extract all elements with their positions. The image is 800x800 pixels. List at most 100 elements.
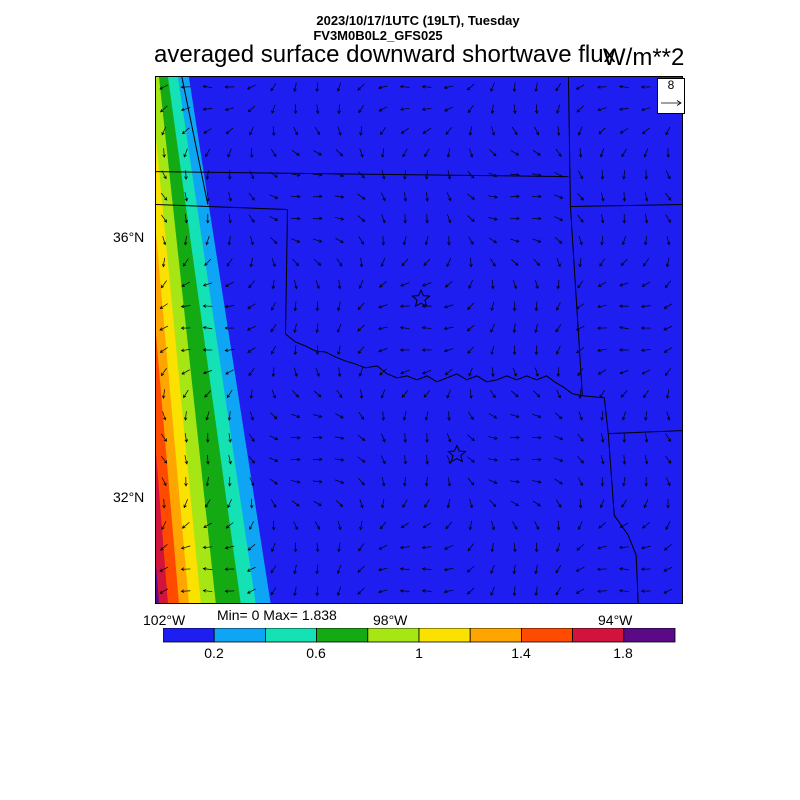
wind-arrow xyxy=(183,235,188,246)
wind-arrow xyxy=(271,520,276,531)
wind-arrow xyxy=(468,411,474,421)
wind-arrow xyxy=(665,170,671,180)
wind-arrow xyxy=(203,522,212,528)
wind-arrow xyxy=(315,542,320,553)
wind-arrow xyxy=(576,543,585,551)
wind-arrow xyxy=(180,567,191,571)
wind-arrow xyxy=(556,301,561,311)
wind-arrow xyxy=(532,238,542,243)
wind-arrow xyxy=(597,589,607,593)
wind-arrow xyxy=(336,323,342,333)
wind-arrow xyxy=(380,455,386,465)
wind-arrow xyxy=(554,412,563,420)
wind-arrow xyxy=(534,82,538,93)
wind-arrow xyxy=(162,148,166,158)
wind-arrow xyxy=(621,235,626,246)
wind-arrow xyxy=(467,215,475,222)
wind-arrow xyxy=(181,127,190,135)
wind-arrow xyxy=(664,544,672,551)
vector-reference-box xyxy=(657,78,685,114)
wind-arrow xyxy=(643,258,650,267)
wind-arrow xyxy=(556,104,561,114)
wind-arrow xyxy=(293,521,298,531)
wind-arrow xyxy=(447,477,452,487)
wind-arrow xyxy=(597,304,607,309)
wind-arrow xyxy=(271,301,276,311)
wind-arrow xyxy=(381,433,386,443)
wind-arrow xyxy=(270,499,277,508)
wind-arrow xyxy=(271,257,276,268)
colorbar-swatch xyxy=(163,628,215,643)
wind-arrow xyxy=(162,498,166,509)
wind-arrow xyxy=(641,107,651,112)
wind-arrow xyxy=(555,82,562,92)
wind-arrow xyxy=(357,456,366,463)
wind-arrow xyxy=(619,304,629,308)
wind-arrow xyxy=(577,280,584,289)
wind-arrow xyxy=(202,545,213,550)
wind-arrow xyxy=(622,170,626,180)
wind-arrow xyxy=(359,257,364,268)
wind-arrow xyxy=(400,369,410,375)
wind-arrow xyxy=(161,521,167,531)
wind-arrow xyxy=(336,82,342,92)
wind-arrow xyxy=(534,542,539,553)
wind-arrow xyxy=(510,500,520,507)
dallas-star xyxy=(447,444,467,463)
wind-arrow xyxy=(162,235,167,246)
wind-arrow xyxy=(597,567,607,571)
wind-arrow xyxy=(577,192,584,201)
wind-arrow xyxy=(205,235,210,246)
wind-arrow xyxy=(490,542,495,553)
wind-arrow xyxy=(334,479,345,484)
wind-arrow xyxy=(447,170,452,180)
wind-arrow xyxy=(665,126,671,136)
wind-arrow xyxy=(270,237,278,244)
wind-arrow xyxy=(663,347,673,353)
wind-arrow xyxy=(315,104,320,115)
wind-arrow xyxy=(468,236,474,245)
wind-arrow xyxy=(665,257,670,268)
wind-arrow xyxy=(358,367,364,377)
wind-arrow xyxy=(184,455,189,465)
wind-arrow xyxy=(247,84,256,90)
wind-arrow xyxy=(555,324,562,333)
wind-arrow xyxy=(600,170,605,180)
wind-arrow xyxy=(644,476,648,487)
wind-arrow xyxy=(469,499,474,509)
wind-arrow xyxy=(271,345,276,355)
wind-arrow xyxy=(618,589,629,593)
wind-arrow xyxy=(224,326,235,330)
wind-arrow xyxy=(271,279,276,290)
wind-arrow xyxy=(226,258,233,267)
wind-arrow xyxy=(314,521,321,530)
wind-arrow xyxy=(181,369,190,375)
wind-arrow xyxy=(424,411,429,421)
wind-arrow xyxy=(248,192,255,201)
wind-arrow xyxy=(425,192,429,202)
wind-arrow xyxy=(202,84,213,89)
wind-arrow xyxy=(227,499,232,509)
wind-arrow xyxy=(466,324,475,332)
wind-arrow xyxy=(578,498,583,509)
wind-arrow xyxy=(620,258,628,267)
wind-arrow xyxy=(421,567,432,571)
wind-arrow xyxy=(357,215,366,222)
wind-arrow xyxy=(335,149,344,157)
wind-arrow xyxy=(248,214,255,223)
wind-arrow xyxy=(380,126,387,135)
wind-arrow xyxy=(336,258,343,267)
wind-arrow xyxy=(620,390,628,398)
wind-arrow xyxy=(399,567,410,571)
wind-arrow xyxy=(228,192,232,202)
wind-arrow xyxy=(421,545,432,550)
wind-arrow xyxy=(621,411,626,421)
wind-arrow xyxy=(357,83,365,91)
wind-arrow xyxy=(357,565,365,573)
wind-arrow xyxy=(227,411,232,421)
model-header: FV3M0B0L2_GFS025 xyxy=(313,28,443,43)
wind-arrow xyxy=(642,127,650,135)
wind-arrow xyxy=(469,389,473,400)
wind-arrow xyxy=(510,150,520,156)
wind-arrow xyxy=(556,279,560,290)
